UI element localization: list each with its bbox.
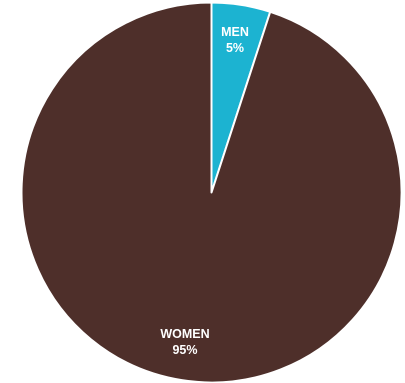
slice-label-women: WOMEN 95% — [160, 327, 209, 357]
slice-label-men-name: MEN — [221, 25, 249, 39]
slice-label-men: MEN 5% — [221, 25, 249, 55]
slice-label-men-value: 5% — [226, 41, 244, 55]
pie-labels: MEN 5% WOMEN 95% — [160, 25, 249, 357]
pie-slice-women — [20, 1, 403, 383]
pie-slices — [20, 1, 403, 383]
slice-label-women-name: WOMEN — [160, 327, 209, 341]
slice-label-women-value: 95% — [172, 343, 197, 357]
